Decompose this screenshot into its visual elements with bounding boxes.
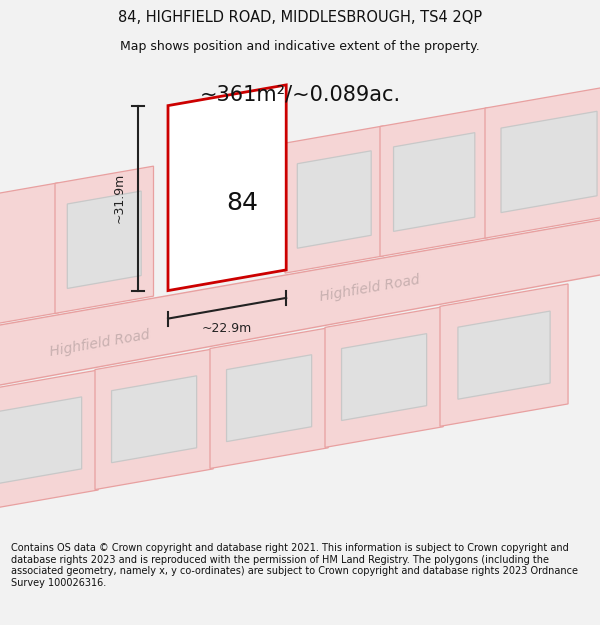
Text: ~361m²/~0.089ac.: ~361m²/~0.089ac. bbox=[199, 85, 401, 105]
Polygon shape bbox=[341, 334, 427, 421]
Polygon shape bbox=[285, 126, 383, 273]
Polygon shape bbox=[325, 307, 443, 448]
Polygon shape bbox=[0, 182, 59, 328]
Text: Highfield Road: Highfield Road bbox=[49, 328, 151, 359]
Polygon shape bbox=[440, 284, 568, 426]
Polygon shape bbox=[227, 355, 311, 442]
Polygon shape bbox=[458, 311, 550, 399]
Text: Map shows position and indicative extent of the property.: Map shows position and indicative extent… bbox=[120, 40, 480, 52]
Polygon shape bbox=[380, 107, 488, 256]
Text: Contains OS data © Crown copyright and database right 2021. This information is : Contains OS data © Crown copyright and d… bbox=[11, 543, 578, 588]
Text: ~22.9m: ~22.9m bbox=[202, 322, 252, 335]
Polygon shape bbox=[298, 151, 371, 248]
Polygon shape bbox=[55, 166, 154, 313]
Polygon shape bbox=[0, 220, 600, 385]
Polygon shape bbox=[95, 349, 213, 489]
Polygon shape bbox=[501, 111, 597, 212]
Polygon shape bbox=[485, 86, 600, 238]
Polygon shape bbox=[0, 397, 82, 484]
Text: Highfield Road: Highfield Road bbox=[319, 273, 421, 304]
Polygon shape bbox=[394, 132, 475, 231]
Text: 84: 84 bbox=[226, 191, 258, 215]
Polygon shape bbox=[168, 85, 286, 291]
Polygon shape bbox=[210, 328, 328, 469]
Polygon shape bbox=[112, 376, 197, 462]
Text: ~31.9m: ~31.9m bbox=[113, 173, 126, 223]
Polygon shape bbox=[0, 370, 98, 511]
Polygon shape bbox=[67, 191, 141, 289]
Text: 84, HIGHFIELD ROAD, MIDDLESBROUGH, TS4 2QP: 84, HIGHFIELD ROAD, MIDDLESBROUGH, TS4 2… bbox=[118, 10, 482, 25]
